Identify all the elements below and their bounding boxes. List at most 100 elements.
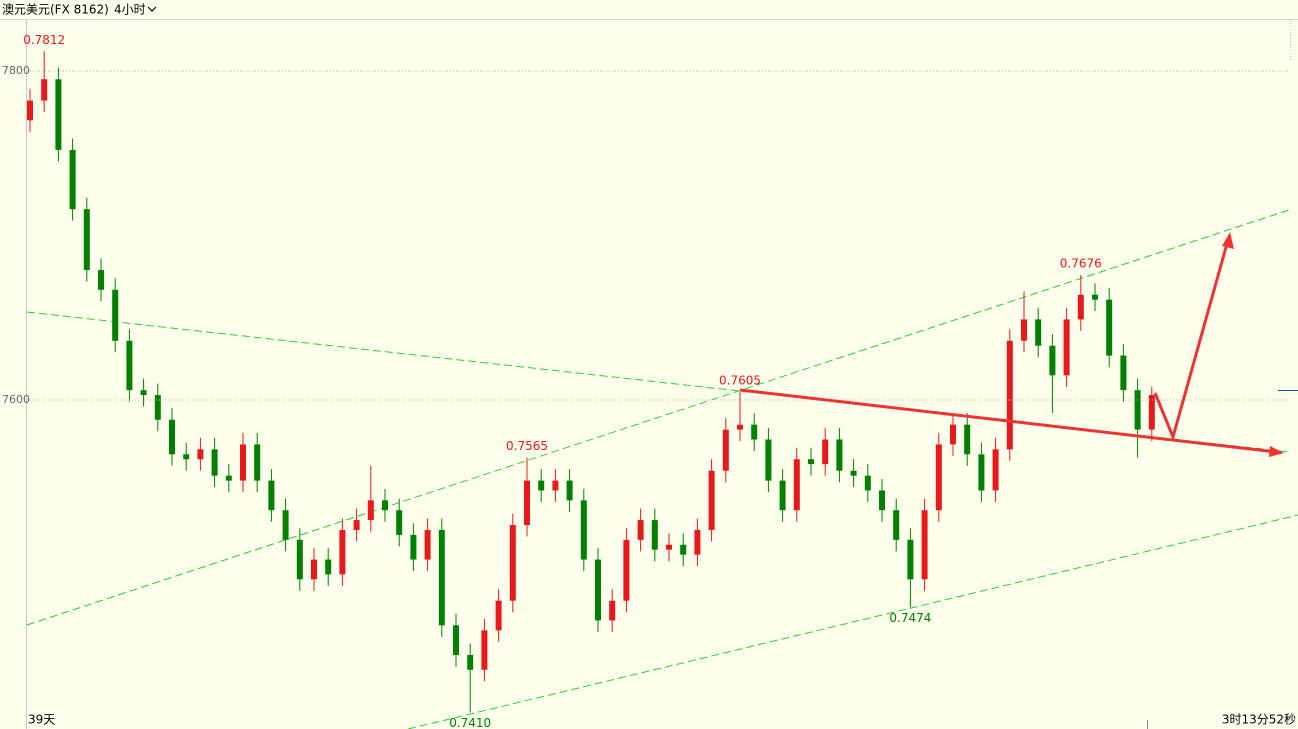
price-annotation: 0.7812 bbox=[23, 33, 65, 47]
projection bbox=[739, 232, 1298, 457]
candles bbox=[27, 51, 1155, 713]
candle-body bbox=[1120, 355, 1127, 391]
candle-body bbox=[509, 525, 516, 601]
candle-body bbox=[183, 454, 190, 460]
candle-body bbox=[992, 449, 999, 491]
candle-body bbox=[254, 444, 261, 481]
price-annotation: 0.7410 bbox=[449, 716, 491, 729]
candle-body bbox=[651, 520, 658, 550]
timeframe[interactable]: 4小时 bbox=[114, 3, 146, 17]
candle-body bbox=[367, 500, 374, 521]
candle-body bbox=[311, 559, 317, 580]
candle-body bbox=[666, 544, 672, 550]
candle-body bbox=[1049, 345, 1056, 376]
candle-body bbox=[325, 559, 332, 575]
arrow-head bbox=[1269, 446, 1284, 457]
candle-body bbox=[112, 289, 119, 341]
candle-body bbox=[438, 529, 445, 626]
candle-body bbox=[1006, 340, 1013, 450]
candle-body bbox=[524, 480, 530, 526]
candle-body bbox=[282, 510, 289, 540]
candle-body bbox=[1092, 294, 1098, 300]
candle-body bbox=[140, 390, 147, 396]
candle-body bbox=[495, 600, 502, 631]
candle-body bbox=[27, 100, 33, 121]
price-annotation: 0.7565 bbox=[506, 439, 548, 453]
timeframe-chevron[interactable] bbox=[147, 6, 157, 12]
candle-body bbox=[1134, 390, 1141, 430]
candle-body bbox=[552, 480, 559, 491]
candle-body bbox=[268, 480, 275, 511]
candle-body bbox=[1077, 294, 1084, 320]
candle-body bbox=[737, 424, 743, 430]
candle-body bbox=[765, 439, 772, 481]
candle-body bbox=[722, 429, 729, 471]
candle-body bbox=[1148, 395, 1155, 430]
candle-body bbox=[623, 539, 630, 601]
candle-body bbox=[154, 395, 161, 420]
candle-body bbox=[907, 539, 914, 580]
candle-body bbox=[637, 520, 644, 540]
candle-body bbox=[935, 444, 942, 511]
footer-left: 39天 bbox=[28, 713, 55, 727]
candle-body bbox=[850, 470, 857, 476]
candle-body bbox=[793, 459, 800, 511]
candle-body bbox=[353, 520, 360, 530]
candle-body bbox=[211, 449, 218, 476]
candle-body bbox=[708, 470, 715, 530]
candle-body bbox=[98, 270, 104, 290]
candle-body bbox=[595, 559, 601, 621]
footer-right: 3时13分52秒 bbox=[1222, 713, 1296, 727]
price-annotation: 0.7474 bbox=[889, 611, 931, 625]
candle-body bbox=[836, 439, 843, 471]
resistance-line bbox=[739, 388, 1277, 454]
candle-body bbox=[680, 544, 687, 555]
candle-body bbox=[339, 529, 346, 575]
candle-body bbox=[1063, 319, 1070, 376]
instrument-title: 澳元美元(FX 8162) bbox=[2, 3, 109, 17]
candle-body bbox=[609, 600, 616, 621]
arrow-head bbox=[1222, 232, 1234, 249]
candle-body bbox=[296, 539, 303, 580]
candle-body bbox=[382, 500, 388, 511]
candle-body bbox=[864, 475, 871, 491]
candle-body bbox=[538, 480, 545, 491]
candle-body bbox=[481, 630, 488, 670]
candle-body bbox=[55, 79, 62, 150]
candle-body bbox=[410, 534, 417, 560]
candle-body bbox=[126, 340, 133, 391]
candle-body bbox=[197, 449, 204, 460]
candle-body bbox=[779, 480, 786, 511]
price-annotation: 0.7676 bbox=[1060, 256, 1102, 270]
trend-line bbox=[407, 514, 1298, 729]
price-annotation: 0.7605 bbox=[719, 373, 761, 387]
projection-arrow bbox=[1153, 239, 1230, 442]
candle-body bbox=[822, 439, 829, 465]
candle-body bbox=[396, 510, 403, 535]
candle-body bbox=[453, 625, 459, 655]
candle-body bbox=[978, 454, 985, 491]
candle-body bbox=[424, 529, 431, 560]
candle-body bbox=[808, 459, 814, 465]
candle-body bbox=[1021, 319, 1027, 341]
y-tick-label: 7800 bbox=[2, 64, 30, 77]
candle-body bbox=[580, 500, 587, 560]
candle-body bbox=[225, 475, 232, 481]
candle-body bbox=[921, 510, 928, 580]
candle-body bbox=[1106, 299, 1113, 356]
candle-body bbox=[83, 209, 90, 271]
candle-body bbox=[41, 79, 48, 101]
y-tick-label: 7600 bbox=[2, 393, 30, 406]
candle-body bbox=[169, 419, 175, 455]
candle-body bbox=[879, 490, 885, 511]
candle-body bbox=[467, 654, 474, 670]
candle-body bbox=[240, 444, 246, 481]
candle-body bbox=[950, 424, 956, 445]
candle-body bbox=[69, 149, 76, 210]
candle-body bbox=[751, 424, 758, 440]
candle-body bbox=[694, 529, 701, 555]
candle-body bbox=[1035, 319, 1042, 346]
candle-body bbox=[964, 424, 971, 455]
